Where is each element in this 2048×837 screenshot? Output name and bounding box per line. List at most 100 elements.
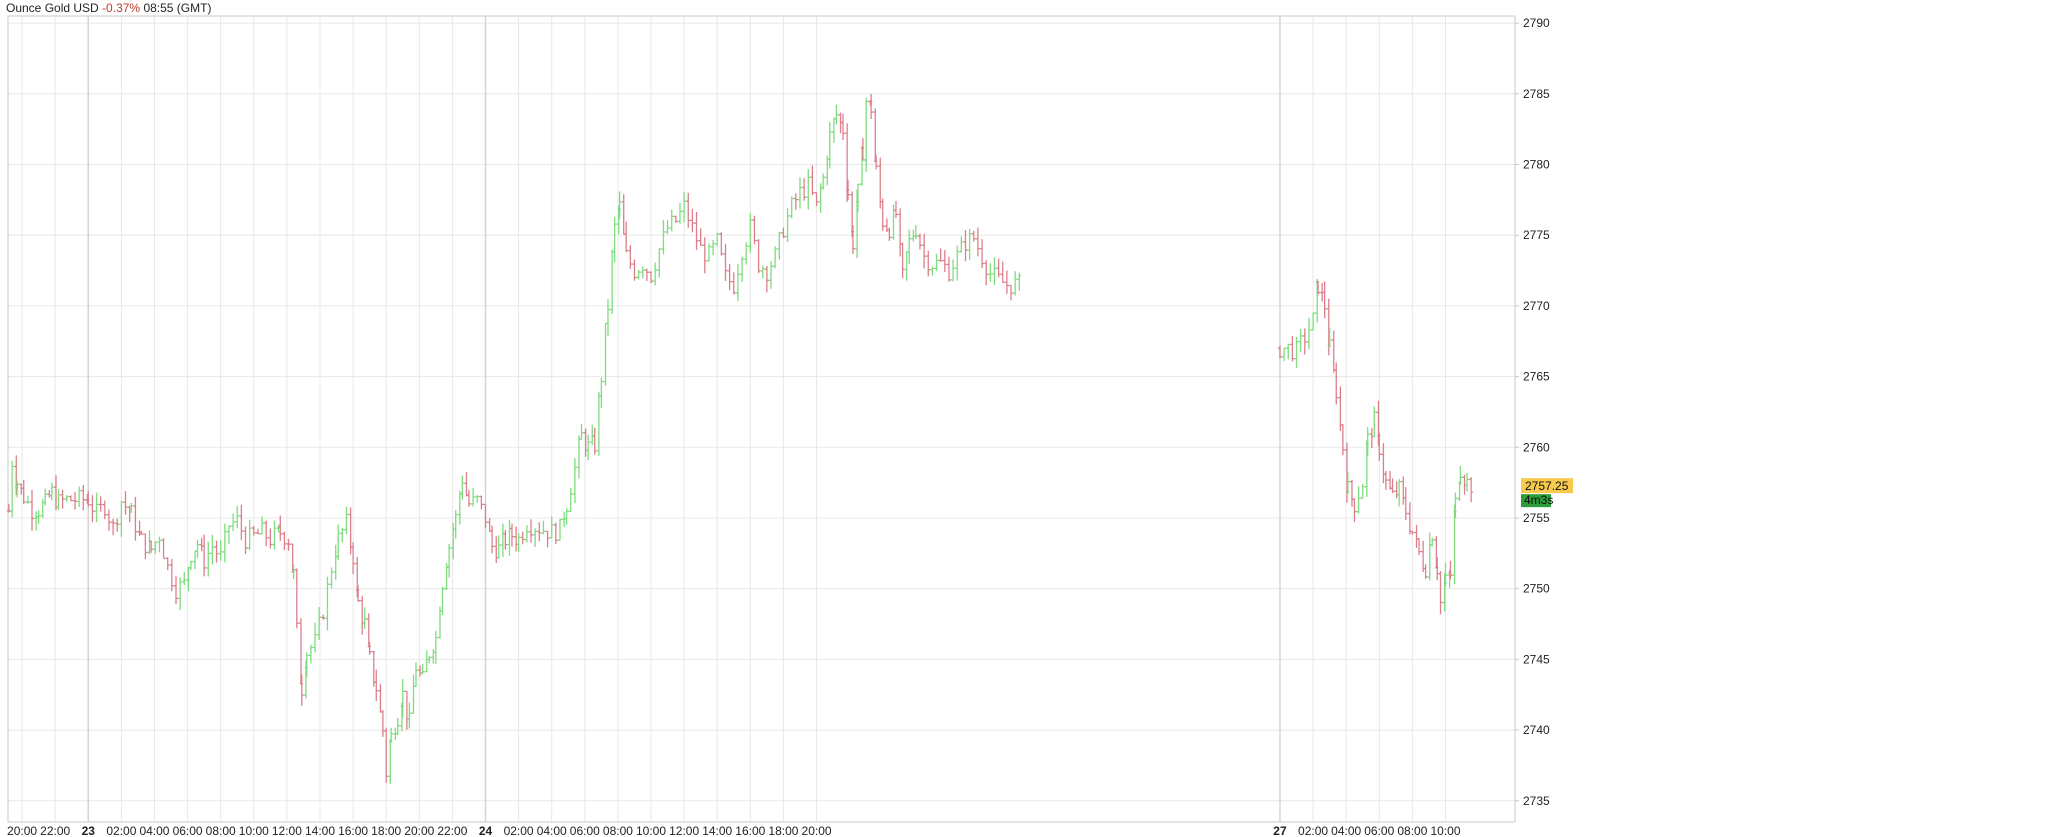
- ohlc-bar: [21, 479, 26, 505]
- x-tick-label: 20:00: [7, 824, 37, 837]
- ohlc-bar: [797, 177, 802, 209]
- ohlc-bar: [25, 495, 30, 505]
- ohlc-bar: [433, 630, 438, 665]
- ohlc-bar: [617, 191, 622, 219]
- ohlc-bar: [98, 496, 103, 512]
- ohlc-bar: [975, 227, 980, 257]
- ohlc-bar: [702, 237, 707, 274]
- x-tick-label: 06:00: [570, 824, 600, 837]
- y-tick-label: 2735: [1523, 794, 1550, 808]
- ohlc-bar: [111, 518, 116, 536]
- ohlc-bar: [202, 534, 207, 577]
- ohlc-bar: [106, 509, 111, 531]
- ohlc-bar: [845, 179, 850, 201]
- ohlc-bar: [1448, 560, 1453, 580]
- ohlc-bar: [938, 248, 943, 262]
- ohlc-bar: [827, 122, 832, 169]
- ohlc-bar: [149, 540, 154, 553]
- ohlc-bar: [649, 271, 654, 284]
- ohlc-bar: [94, 492, 99, 523]
- ohlc-bar: [810, 165, 815, 196]
- ohlc-bar: [431, 648, 436, 664]
- ohlc-bar: [378, 683, 383, 713]
- ohlc-bar: [268, 528, 273, 549]
- ohlc-bar: [553, 522, 558, 544]
- ohlc-bar: [855, 183, 860, 213]
- ohlc-bar: [541, 520, 546, 535]
- ohlc-bar: [904, 251, 909, 281]
- ohlc-bar: [992, 257, 997, 286]
- ohlc-bar: [1311, 312, 1316, 331]
- ohlc-bar: [440, 586, 445, 616]
- ohlc-bar: [19, 483, 24, 495]
- ohlc-bar: [1290, 335, 1295, 362]
- ohlc-bar: [942, 250, 947, 273]
- ohlc-bar: [1465, 473, 1470, 492]
- ohlc-bar: [821, 173, 826, 190]
- ohlc-bar: [744, 242, 749, 265]
- ohlc-bar: [507, 519, 512, 556]
- x-tick-label: 10:00: [239, 824, 269, 837]
- x-tick-label: 02:00: [504, 824, 534, 837]
- ohlc-bar: [624, 221, 629, 253]
- ohlc-bar: [239, 504, 244, 541]
- ohlc-bar: [10, 460, 15, 518]
- ohlc-bar: [900, 242, 905, 279]
- ohlc-bar: [686, 192, 691, 228]
- ohlc-bar: [447, 544, 452, 578]
- ohlc-bar: [243, 526, 248, 555]
- ohlc-bar: [294, 568, 299, 629]
- ohlc-bar: [831, 117, 836, 143]
- ohlc-bar: [264, 520, 269, 547]
- ohlc-bar: [657, 248, 662, 278]
- ohlc-bar: [777, 231, 782, 260]
- ohlc-bar: [698, 228, 703, 246]
- ohlc-bar: [760, 265, 765, 279]
- y-tick-label: 2750: [1523, 582, 1550, 596]
- ohlc-bar: [781, 227, 786, 239]
- ohlc-bar: [934, 253, 939, 271]
- ohlc-bar: [490, 525, 495, 554]
- y-tick-label: 2760: [1523, 440, 1550, 454]
- ohlc-bar: [579, 423, 584, 440]
- ohlc-bar: [475, 495, 480, 503]
- ohlc-bar: [557, 518, 562, 541]
- ohlc-bar: [115, 518, 120, 532]
- ohlc-bar: [483, 503, 488, 528]
- ohlc-bar: [917, 233, 922, 250]
- ohlc-bar: [644, 268, 649, 282]
- x-tick-label: 08:00: [206, 824, 236, 837]
- ohlc-bar: [251, 525, 256, 536]
- ohlc-bar: [764, 266, 769, 293]
- x-tick-label: 27: [1273, 824, 1287, 837]
- ohlc-bar: [583, 428, 588, 457]
- ohlc-bar: [1340, 424, 1345, 456]
- ohlc-bar: [503, 529, 508, 550]
- ohlc-bar: [487, 518, 492, 532]
- ohlc-bar: [231, 513, 236, 532]
- ohlc-bar: [1401, 476, 1406, 505]
- y-tick-label: 2745: [1523, 652, 1550, 666]
- ohlc-bar: [605, 299, 610, 337]
- ohlc-bar: [1282, 347, 1287, 362]
- ohlc-bar: [1430, 537, 1435, 547]
- ohlc-bar: [1286, 343, 1291, 360]
- ohlc-bar: [278, 515, 283, 541]
- last-price-label: 2757.25: [1525, 479, 1569, 493]
- ohlc-bar: [1388, 470, 1393, 490]
- ohlc-bar: [161, 538, 166, 560]
- ohlc-bar: [380, 709, 385, 737]
- ohlc-bar: [460, 475, 465, 500]
- ohlc-bar: [272, 520, 277, 550]
- ohlc-bar: [1403, 487, 1408, 520]
- ohlc-bar: [653, 262, 658, 286]
- ohlc-bar: [1390, 478, 1395, 494]
- ohlc-bar: [182, 572, 187, 586]
- ohlc-bar: [471, 488, 476, 507]
- ohlc-bar: [1423, 564, 1428, 579]
- ohlc-bar: [1017, 272, 1022, 291]
- ohlc-bar: [157, 536, 162, 553]
- ohlc-bar: [898, 208, 903, 257]
- ohlc-bar: [53, 475, 58, 511]
